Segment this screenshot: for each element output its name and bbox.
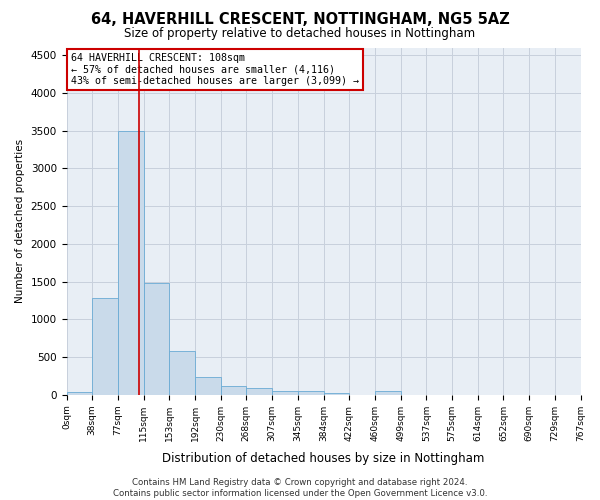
X-axis label: Distribution of detached houses by size in Nottingham: Distribution of detached houses by size …	[163, 452, 485, 465]
Bar	[169, 352, 195, 395]
Text: Contains HM Land Registry data © Crown copyright and database right 2024.
Contai: Contains HM Land Registry data © Crown c…	[113, 478, 487, 498]
Y-axis label: Number of detached properties: Number of detached properties	[15, 139, 25, 303]
Bar	[324, 392, 349, 395]
Bar	[246, 388, 272, 395]
Text: 64, HAVERHILL CRESCENT, NOTTINGHAM, NG5 5AZ: 64, HAVERHILL CRESCENT, NOTTINGHAM, NG5 …	[91, 12, 509, 28]
Bar	[272, 390, 298, 395]
Bar	[67, 392, 92, 395]
Bar	[118, 130, 143, 395]
Bar	[375, 391, 401, 395]
Text: 64 HAVERHILL CRESCENT: 108sqm
← 57% of detached houses are smaller (4,116)
43% o: 64 HAVERHILL CRESCENT: 108sqm ← 57% of d…	[71, 52, 359, 86]
Text: Size of property relative to detached houses in Nottingham: Size of property relative to detached ho…	[124, 28, 476, 40]
Bar	[143, 283, 169, 395]
Bar	[298, 391, 324, 395]
Bar	[195, 376, 221, 395]
Bar	[221, 386, 246, 395]
Bar	[92, 298, 118, 395]
